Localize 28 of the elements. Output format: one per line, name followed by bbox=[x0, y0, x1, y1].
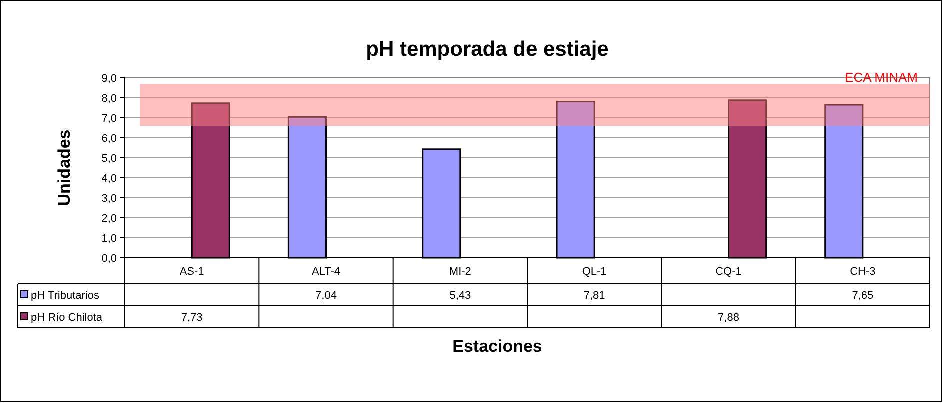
y-tick-label: 6,0 bbox=[102, 133, 117, 145]
y-tick-label: 9,0 bbox=[102, 73, 117, 85]
y-tick-label: 4,0 bbox=[102, 173, 117, 185]
x-tick-label: MI-2 bbox=[449, 266, 472, 278]
y-tick-label: 8,0 bbox=[102, 93, 117, 105]
y-tick-label: 5,0 bbox=[102, 153, 117, 165]
data-label: 7,81 bbox=[584, 290, 606, 302]
chart-title: pH temporada de estiaje bbox=[366, 38, 609, 61]
x-tick-label: AS-1 bbox=[180, 266, 204, 278]
data-label: 7,88 bbox=[718, 312, 740, 324]
y-tick-label: 0,0 bbox=[102, 253, 117, 265]
x-tick-label: QL-1 bbox=[582, 266, 607, 278]
y-axis-title: Unidades bbox=[55, 130, 74, 206]
x-tick-label: CH-3 bbox=[850, 266, 876, 278]
data-label: 7,73 bbox=[181, 312, 203, 324]
y-tick-label: 7,0 bbox=[102, 113, 117, 125]
y-tick-label: 1,0 bbox=[102, 233, 117, 245]
x-tick-label: CQ-1 bbox=[716, 266, 742, 278]
data-label: 7,04 bbox=[316, 290, 337, 302]
x-tick-label: ALT-4 bbox=[312, 266, 341, 278]
legend-label: pH Tributarios bbox=[31, 290, 100, 302]
x-axis-title: Estaciones bbox=[452, 337, 542, 356]
legend-label: pH Río Chilota bbox=[31, 312, 104, 324]
y-tick-label: 2,0 bbox=[102, 213, 117, 225]
data-label: 5,43 bbox=[450, 290, 472, 302]
band-label: ECA MINAM bbox=[845, 70, 918, 85]
y-tick-label: 3,0 bbox=[102, 193, 117, 205]
data-label: 7,65 bbox=[852, 290, 874, 302]
